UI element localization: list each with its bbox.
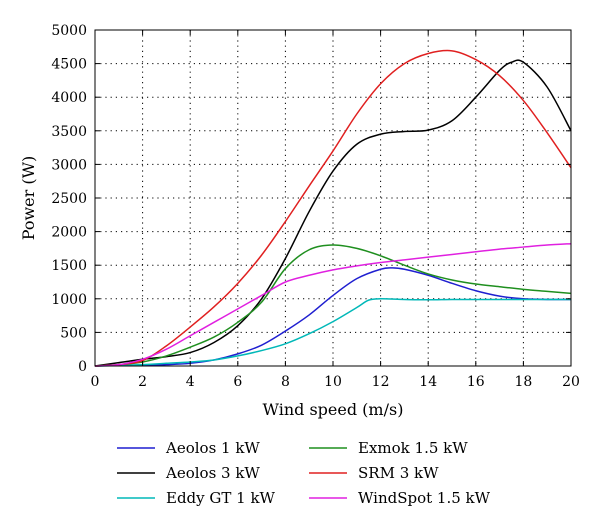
x-tick-label: 2 [138,374,147,390]
x-tick-labels: 0 2 4 6 8 10 12 14 16 18 20 [91,374,580,390]
x-tick-label: 10 [324,374,342,390]
legend-label-aeolos-3-kw: Aeolos 3 kW [165,464,260,482]
series-line-srm-3-kw [94,49,572,367]
y-tick-label: 2000 [51,225,87,241]
series-line-eddy-gt-1-kw [94,298,571,367]
plot-frame [94,29,572,367]
y-tick-label: 1500 [51,258,87,274]
series-line-windspot-1-5-kw [94,242,572,367]
y-axis-label: Power (W) [19,156,38,241]
y-tick-label: 3500 [51,124,87,140]
tick-marks [94,29,572,367]
y-tick-label: 5000 [51,23,87,39]
x-tick-label: 4 [186,374,195,390]
y-tick-label: 2500 [51,191,87,207]
grid-lines [95,30,571,366]
x-tick-label: 14 [419,374,437,390]
series-line-aeolos-3-kw [94,59,572,367]
y-tick-label: 500 [60,325,87,341]
x-tick-label: 0 [91,374,100,390]
x-tick-label: 20 [562,374,580,390]
x-tick-label: 8 [281,374,290,390]
x-tick-label: 12 [372,374,390,390]
series-lines [94,49,572,367]
legend-label-srm-3-kw: SRM 3 kW [358,464,439,482]
y-tick-label: 3000 [51,157,87,173]
legend-label-eddy-gt-1-kw: Eddy GT 1 kW [166,489,276,507]
x-tick-label: 16 [467,374,485,390]
y-tick-label: 1000 [51,292,87,308]
legend: Aeolos 1 kW Aeolos 3 kW Eddy GT 1 kW Exmok … [117,439,491,507]
series-line-exmok-1-5-kw [94,244,572,367]
x-axis-label: Wind speed (m/s) [263,400,404,419]
y-tick-label: 4500 [51,57,87,73]
legend-label-windspot-1-5-kw: WindSpot 1.5 kW [358,489,491,507]
x-tick-label: 6 [233,374,242,390]
legend-label-aeolos-1-kw: Aeolos 1 kW [165,439,260,457]
y-tick-labels: 0 500 1000 1500 2000 2500 3000 3500 4000 4500 5000 [51,23,87,375]
legend-label-exmok-1-5-kw: Exmok 1.5 kW [358,439,468,457]
y-tick-label: 4000 [51,90,87,106]
series-line-aeolos-1-kw [94,267,572,367]
x-tick-label: 18 [514,374,532,390]
y-tick-label: 0 [78,359,87,375]
